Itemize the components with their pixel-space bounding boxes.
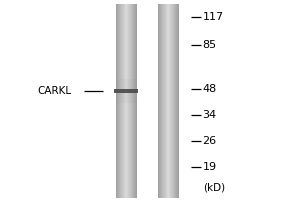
Bar — [117, 4, 118, 198]
Bar — [124, 4, 125, 198]
Bar — [134, 4, 135, 198]
Bar — [133, 4, 134, 198]
Bar — [176, 4, 177, 198]
Bar — [167, 4, 168, 198]
Bar — [116, 4, 117, 198]
Bar — [118, 4, 119, 198]
Text: 48: 48 — [202, 84, 217, 94]
Bar — [126, 4, 127, 198]
Bar — [175, 4, 176, 198]
Bar — [134, 4, 135, 198]
Bar — [163, 4, 164, 198]
Bar — [162, 4, 163, 198]
Bar — [119, 4, 120, 198]
Bar — [114, 89, 138, 93]
Bar — [177, 4, 178, 198]
Bar — [121, 4, 122, 198]
Bar — [169, 4, 170, 198]
Bar — [169, 4, 170, 198]
Bar — [167, 4, 168, 198]
Bar — [120, 4, 121, 198]
Bar — [122, 4, 123, 198]
Bar — [178, 4, 179, 198]
Bar — [166, 4, 167, 198]
Bar — [169, 4, 170, 198]
Bar — [121, 4, 122, 198]
Bar — [131, 4, 132, 198]
Bar — [125, 4, 126, 198]
Bar — [158, 4, 159, 198]
Bar — [159, 4, 160, 198]
Bar — [171, 4, 172, 198]
Bar — [116, 79, 136, 103]
Bar — [171, 4, 172, 198]
Bar — [127, 4, 128, 198]
Bar — [175, 4, 176, 198]
Text: 85: 85 — [202, 40, 217, 50]
Bar — [129, 4, 130, 198]
Bar — [172, 4, 173, 198]
Bar — [159, 4, 160, 198]
Bar — [170, 4, 171, 198]
Bar — [122, 4, 123, 198]
Bar — [165, 4, 166, 198]
Bar — [128, 4, 129, 198]
Bar — [165, 4, 166, 198]
Bar — [164, 4, 165, 198]
Bar — [163, 4, 164, 198]
Bar — [136, 4, 137, 198]
Text: 19: 19 — [202, 162, 217, 172]
Text: 117: 117 — [202, 12, 224, 22]
Bar — [124, 4, 125, 198]
Bar — [123, 4, 124, 198]
Bar — [161, 4, 162, 198]
Bar — [135, 4, 136, 198]
Bar — [116, 4, 117, 198]
Bar — [174, 4, 175, 198]
Bar — [119, 4, 120, 198]
Bar — [176, 4, 177, 198]
Bar — [170, 4, 171, 198]
Bar — [129, 4, 130, 198]
Bar — [158, 4, 159, 198]
Bar — [132, 4, 133, 198]
Bar — [164, 4, 165, 198]
Text: (kD): (kD) — [203, 182, 226, 192]
Bar — [125, 4, 126, 198]
Bar — [168, 4, 169, 198]
Bar — [117, 4, 118, 198]
Bar — [120, 4, 121, 198]
Bar — [172, 4, 173, 198]
Bar — [173, 4, 174, 198]
Bar — [162, 4, 163, 198]
Bar — [173, 4, 174, 198]
Bar — [131, 4, 132, 198]
Bar — [174, 4, 175, 198]
Bar — [168, 4, 169, 198]
Bar — [126, 4, 127, 198]
Bar — [130, 4, 131, 198]
Bar — [160, 4, 161, 198]
Bar — [132, 4, 133, 198]
Bar — [123, 4, 124, 198]
Text: 34: 34 — [202, 110, 217, 120]
Text: 26: 26 — [202, 136, 217, 146]
Bar — [161, 4, 162, 198]
Bar — [133, 4, 134, 198]
Bar — [128, 4, 129, 198]
Bar — [130, 4, 131, 198]
Text: CARKL: CARKL — [37, 86, 71, 96]
